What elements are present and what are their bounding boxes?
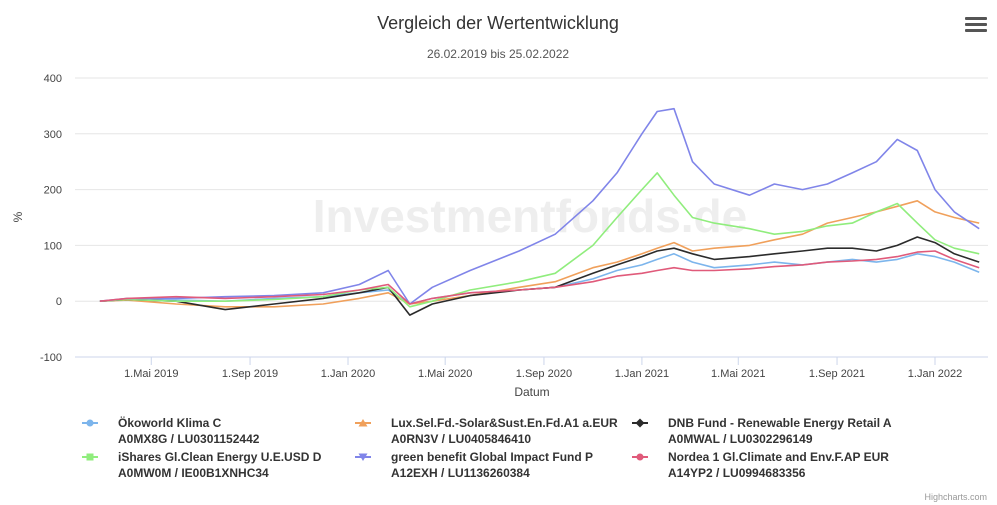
x-tick-label: 1.Sep 2019 xyxy=(222,368,278,380)
hamburger-menu-icon[interactable] xyxy=(965,17,987,35)
x-tick-label: 1.Mai 2020 xyxy=(418,368,472,380)
x-tick-label: 1.Sep 2021 xyxy=(809,368,865,380)
legend-label: Ökoworld Klima C xyxy=(118,415,222,430)
x-tick-label: 1.Mai 2019 xyxy=(124,368,178,380)
legend-label: green benefit Global Impact Fund P xyxy=(391,450,593,464)
menu-bar xyxy=(965,29,987,32)
x-tick-label: 1.Sep 2020 xyxy=(516,368,572,380)
credits-link[interactable]: Highcharts.com xyxy=(924,492,987,502)
y-axis: -100 0 100 200 300 400 xyxy=(40,73,62,364)
legend-label: DNB Fund - Renewable Energy Retail A xyxy=(668,416,892,430)
series-line xyxy=(99,236,980,316)
legend-label: iShares Gl.Clean Energy U.E.USD D xyxy=(118,450,322,464)
y-tick-label: 0 xyxy=(56,296,62,308)
x-axis: 1.Mai 2019 1.Sep 2019 1.Jan 2020 1.Mai 2020… xyxy=(124,357,962,380)
y-axis-title: % xyxy=(11,211,25,222)
legend-marker xyxy=(358,453,368,461)
legend-item[interactable]: Nordea 1 Gl.Climate and Env.F.AP EUR A14Y… xyxy=(632,450,889,480)
legend-label-id: A12EXH / LU1136260384 xyxy=(391,466,530,480)
legend-item[interactable]: Ökoworld Klima C A0MX8G / LU0301152442 xyxy=(82,415,260,446)
legend-label-id: A14YP2 / LU0994683356 xyxy=(668,466,806,480)
legend-item[interactable]: green benefit Global Impact Fund P A12EXH… xyxy=(355,450,593,480)
legend-label-id: A0RN3V / LU0405846410 xyxy=(391,432,531,446)
menu-bar xyxy=(965,23,987,26)
series-lines xyxy=(99,107,980,316)
legend-label-id: A0MX8G / LU0301152442 xyxy=(118,432,260,446)
x-tick-label: 1.Mai 2021 xyxy=(711,368,765,380)
legend-marker xyxy=(635,418,645,428)
y-tick-label: -100 xyxy=(40,352,62,364)
legend-item[interactable]: DNB Fund - Renewable Energy Retail A A0MW… xyxy=(632,416,892,446)
y-tick-label: 200 xyxy=(44,185,62,197)
x-tick-label: 1.Jan 2022 xyxy=(908,368,962,380)
y-tick-label: 300 xyxy=(44,129,62,141)
menu-bar xyxy=(965,17,987,20)
chart-subtitle: 26.02.2019 bis 25.02.2022 xyxy=(427,47,569,61)
legend-label-id: A0MW0M / IE00B1XNHC34 xyxy=(118,466,269,480)
series-line xyxy=(99,107,980,305)
legend[interactable]: Ökoworld Klima C A0MX8G / LU0301152442 Lux… xyxy=(82,415,892,480)
legend-label-id: A0MWAL / LU0302296149 xyxy=(668,432,813,446)
x-tick-label: 1.Jan 2020 xyxy=(321,368,375,380)
series-line xyxy=(99,172,980,308)
legend-label: Nordea 1 Gl.Climate and Env.F.AP EUR xyxy=(668,450,889,464)
watermark-text: Investmentfonds.de xyxy=(313,190,748,242)
x-tick-label: 1.Jan 2021 xyxy=(615,368,669,380)
y-tick-label: 100 xyxy=(44,240,62,252)
x-axis-title: Datum xyxy=(514,385,549,399)
chart-title: Vergleich der Wertentwicklung xyxy=(377,13,619,33)
legend-item[interactable]: iShares Gl.Clean Energy U.E.USD D A0MW0M … xyxy=(82,450,322,480)
y-tick-label: 400 xyxy=(44,73,62,85)
legend-item[interactable]: Lux.Sel.Fd.-Solar&Sust.En.Fd.A1 a.EUR A0R… xyxy=(355,416,618,446)
series-line xyxy=(99,250,980,305)
legend-marker xyxy=(358,419,368,427)
legend-label: Lux.Sel.Fd.-Solar&Sust.En.Fd.A1 a.EUR xyxy=(391,416,618,430)
legend-marker xyxy=(86,419,94,427)
legend-marker xyxy=(636,453,644,461)
legend-marker xyxy=(86,453,94,461)
